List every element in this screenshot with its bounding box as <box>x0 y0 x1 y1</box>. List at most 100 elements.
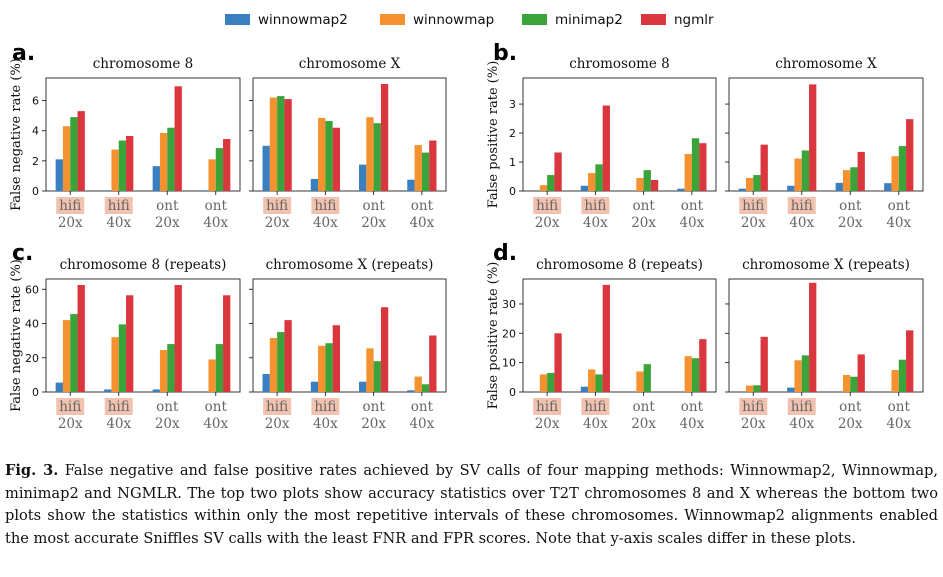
bar-winnowmap2 <box>104 389 112 392</box>
panel-label: d. <box>493 241 517 266</box>
x-tick-label-coverage: 20x <box>361 416 386 432</box>
x-tick-label-tech: hifi <box>791 399 813 415</box>
bar-ngmlr <box>77 284 85 392</box>
subplot-title: chromosome X <box>299 56 401 72</box>
figure-caption: Fig. 3. False negative and false positiv… <box>5 460 938 550</box>
subplot-title: chromosome 8 (repeats) <box>60 257 227 273</box>
bar-minimap2 <box>421 152 430 191</box>
bar-winnowmap <box>269 338 278 392</box>
bar-winnowmap <box>62 126 71 191</box>
bar-ngmlr <box>760 144 768 191</box>
bar-winnowmap2 <box>787 185 795 191</box>
x-tick-label-tech: ont <box>156 399 179 415</box>
x-tick-label-tech: ont <box>363 198 386 214</box>
bar-winnowmap2 <box>884 183 892 191</box>
x-tick-label-tech: hifi <box>791 198 813 214</box>
x-tick-label-coverage: 40x <box>106 215 131 231</box>
plot-frame <box>728 278 924 393</box>
bar-ngmlr <box>602 105 610 191</box>
x-tick-label-coverage: 40x <box>203 215 228 231</box>
bar-ngmlr <box>332 325 340 392</box>
bar-minimap2 <box>325 120 333 191</box>
y-tick-label: 4 <box>32 125 39 138</box>
subplot: chromosome 8 (repeats)0204060hifi20xhifi… <box>25 257 241 432</box>
subplot-title: chromosome 8 <box>569 56 670 72</box>
panel-label: b. <box>493 41 517 66</box>
legend-label-winnowmap: winnowmap <box>413 12 494 28</box>
legend-swatch-winnowmap <box>380 14 405 25</box>
subplot-title: chromosome 8 <box>93 56 194 72</box>
bar-ngmlr <box>809 84 817 191</box>
bar-winnowmap2 <box>310 178 319 191</box>
x-tick-label-tech: hifi <box>742 198 764 214</box>
bar-winnowmap2 <box>359 381 367 392</box>
bar-ngmlr <box>429 140 437 191</box>
bar-winnowmap <box>891 369 899 392</box>
x-tick-label-tech: ont <box>205 198 228 214</box>
bar-winnowmap <box>588 369 596 392</box>
bar-minimap2 <box>850 376 858 392</box>
y-axis-label: False positive rate (%) <box>486 262 501 410</box>
subplot-title: chromosome X <box>775 56 877 72</box>
bar-minimap2 <box>801 150 810 191</box>
bar-winnowmap2 <box>835 182 843 191</box>
hifi-highlight <box>104 197 133 214</box>
bar-ngmlr <box>174 86 182 191</box>
bar-ngmlr <box>906 119 914 191</box>
bar-winnowmap <box>269 97 278 191</box>
bar-ngmlr <box>857 354 865 392</box>
bar-minimap2 <box>643 364 651 392</box>
bar-winnowmap <box>794 158 802 191</box>
bar-minimap2 <box>421 384 430 392</box>
x-tick-label-tech: ont <box>839 399 862 415</box>
bar-minimap2 <box>643 170 651 191</box>
panel-label: a. <box>12 41 35 66</box>
hifi-highlight <box>581 398 610 415</box>
caption-text: False negative and false positive rates … <box>5 462 939 547</box>
bar-winnowmap <box>842 374 851 392</box>
bar-winnowmap2 <box>152 389 160 392</box>
x-tick-label-tech: ont <box>888 198 911 214</box>
x-tick-label-coverage: 20x <box>265 416 290 432</box>
bar-ngmlr <box>809 282 817 392</box>
bar-winnowmap <box>318 117 326 191</box>
x-tick-label-tech: hifi <box>536 399 558 415</box>
bar-winnowmap <box>588 173 596 191</box>
hifi-highlight <box>311 398 340 415</box>
plot-frame <box>45 278 241 393</box>
subplot-title: chromosome 8 (repeats) <box>536 257 703 273</box>
bar-minimap2 <box>595 164 603 191</box>
x-tick-label-coverage: 20x <box>535 215 560 231</box>
x-tick-label-tech: ont <box>205 399 228 415</box>
bar-minimap2 <box>547 175 555 191</box>
bar-winnowmap2 <box>310 381 319 392</box>
x-tick-label-tech: hifi <box>108 198 130 214</box>
bar-winnowmap2 <box>152 166 160 191</box>
x-tick-label-tech: hifi <box>59 399 81 415</box>
bar-ngmlr <box>126 136 134 191</box>
bar-winnowmap <box>62 320 71 392</box>
x-tick-label-coverage: 40x <box>886 215 911 231</box>
y-tick-label: 10 <box>502 357 516 370</box>
bar-minimap2 <box>325 343 333 392</box>
x-tick-label-coverage: 40x <box>203 416 228 432</box>
x-tick-label-coverage: 20x <box>741 215 766 231</box>
bar-ngmlr <box>332 127 340 191</box>
plot-frame <box>45 77 241 192</box>
bar-winnowmap2 <box>677 188 685 191</box>
bar-ngmlr <box>223 139 231 191</box>
bar-ngmlr <box>650 179 659 191</box>
bar-ngmlr <box>906 330 914 392</box>
x-tick-label-coverage: 20x <box>535 416 560 432</box>
x-tick-label-tech: hifi <box>536 198 558 214</box>
x-tick-label-coverage: 20x <box>361 215 386 231</box>
x-tick-label-coverage: 20x <box>741 416 766 432</box>
bar-winnowmap2 <box>738 188 746 191</box>
x-tick-label-tech: hifi <box>584 198 606 214</box>
bar-minimap2 <box>898 146 907 191</box>
x-tick-label-coverage: 40x <box>886 416 911 432</box>
bar-winnowmap2 <box>55 382 63 392</box>
x-tick-label-tech: ont <box>156 198 179 214</box>
plot-frame <box>522 278 717 393</box>
